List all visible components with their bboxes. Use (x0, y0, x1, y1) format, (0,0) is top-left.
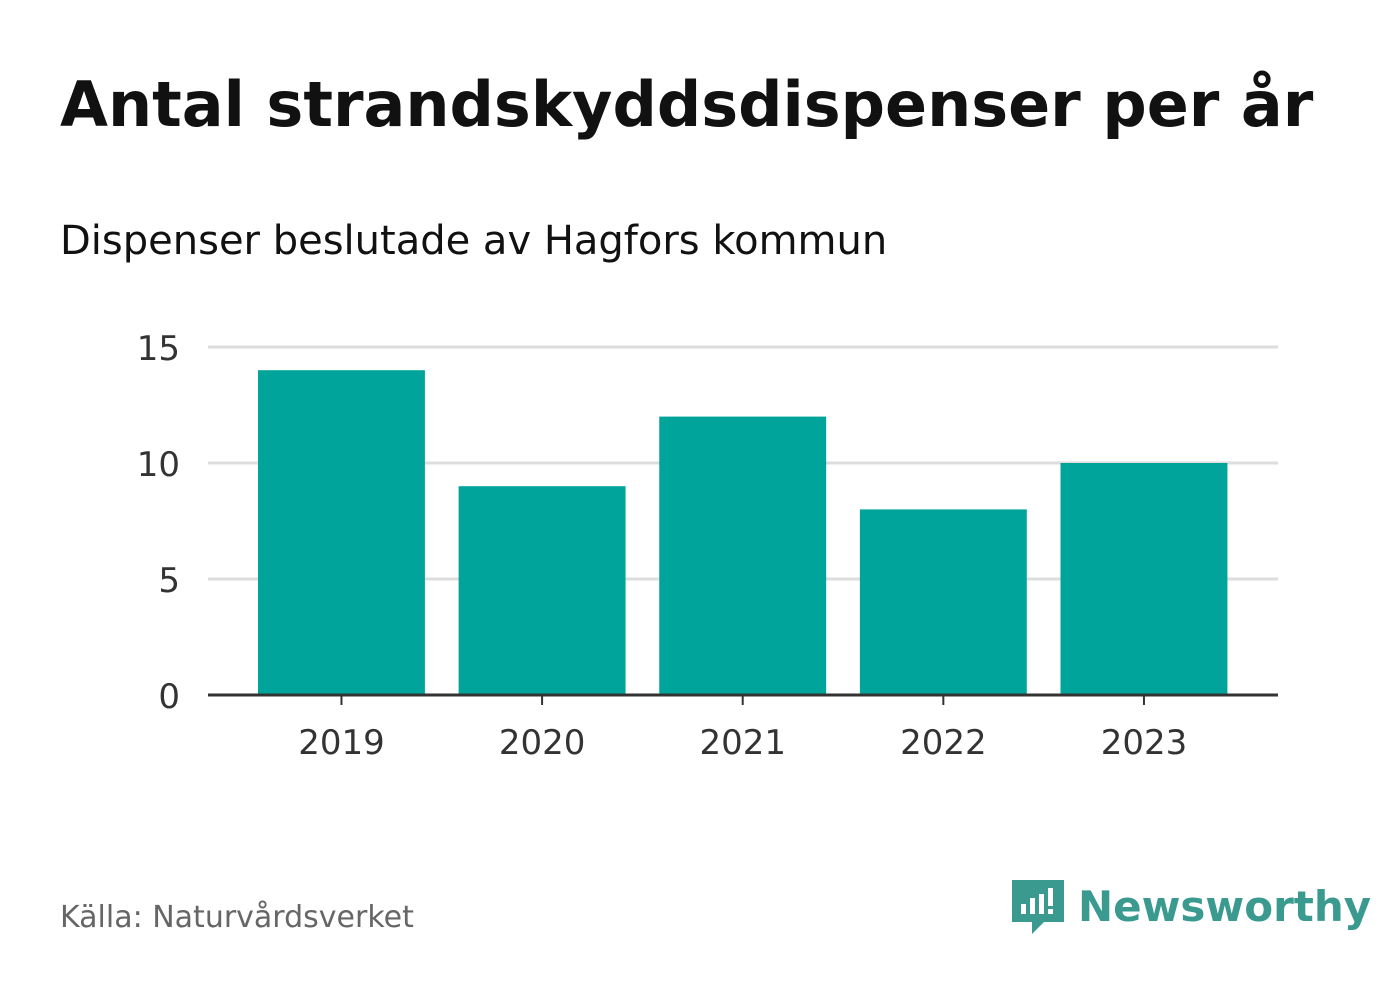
y-tick-label-15: 15 (137, 329, 180, 369)
bar-2019 (258, 370, 425, 695)
newsworthy-logo-icon (1012, 880, 1064, 934)
chart-title: Antal strandskyddsdispenser per år (60, 68, 1314, 141)
brand-name: Newsworthy (1078, 881, 1372, 931)
bar-2021 (659, 416, 827, 695)
x-tick-label-2020: 2020 (499, 723, 586, 763)
y-tick-label-10: 10 (137, 445, 180, 485)
brand-logo: Newsworthy (1010, 876, 1371, 936)
y-tick-label-0: 0 (158, 677, 180, 717)
source-note: Källa: Naturvårdsverket (60, 900, 414, 935)
y-tick-label-5: 5 (158, 561, 180, 601)
x-tick-label-2019: 2019 (298, 723, 385, 763)
x-tick-label-2023: 2023 (1101, 723, 1188, 763)
bar-2020 (458, 486, 626, 695)
x-tick-label-2022: 2022 (900, 723, 987, 763)
x-tick-label-2021: 2021 (699, 723, 786, 763)
chart-subtitle: Dispenser beslutade av Hagfors kommun (60, 218, 888, 264)
bar-2023 (1060, 463, 1228, 695)
bar-2022 (859, 509, 1027, 695)
